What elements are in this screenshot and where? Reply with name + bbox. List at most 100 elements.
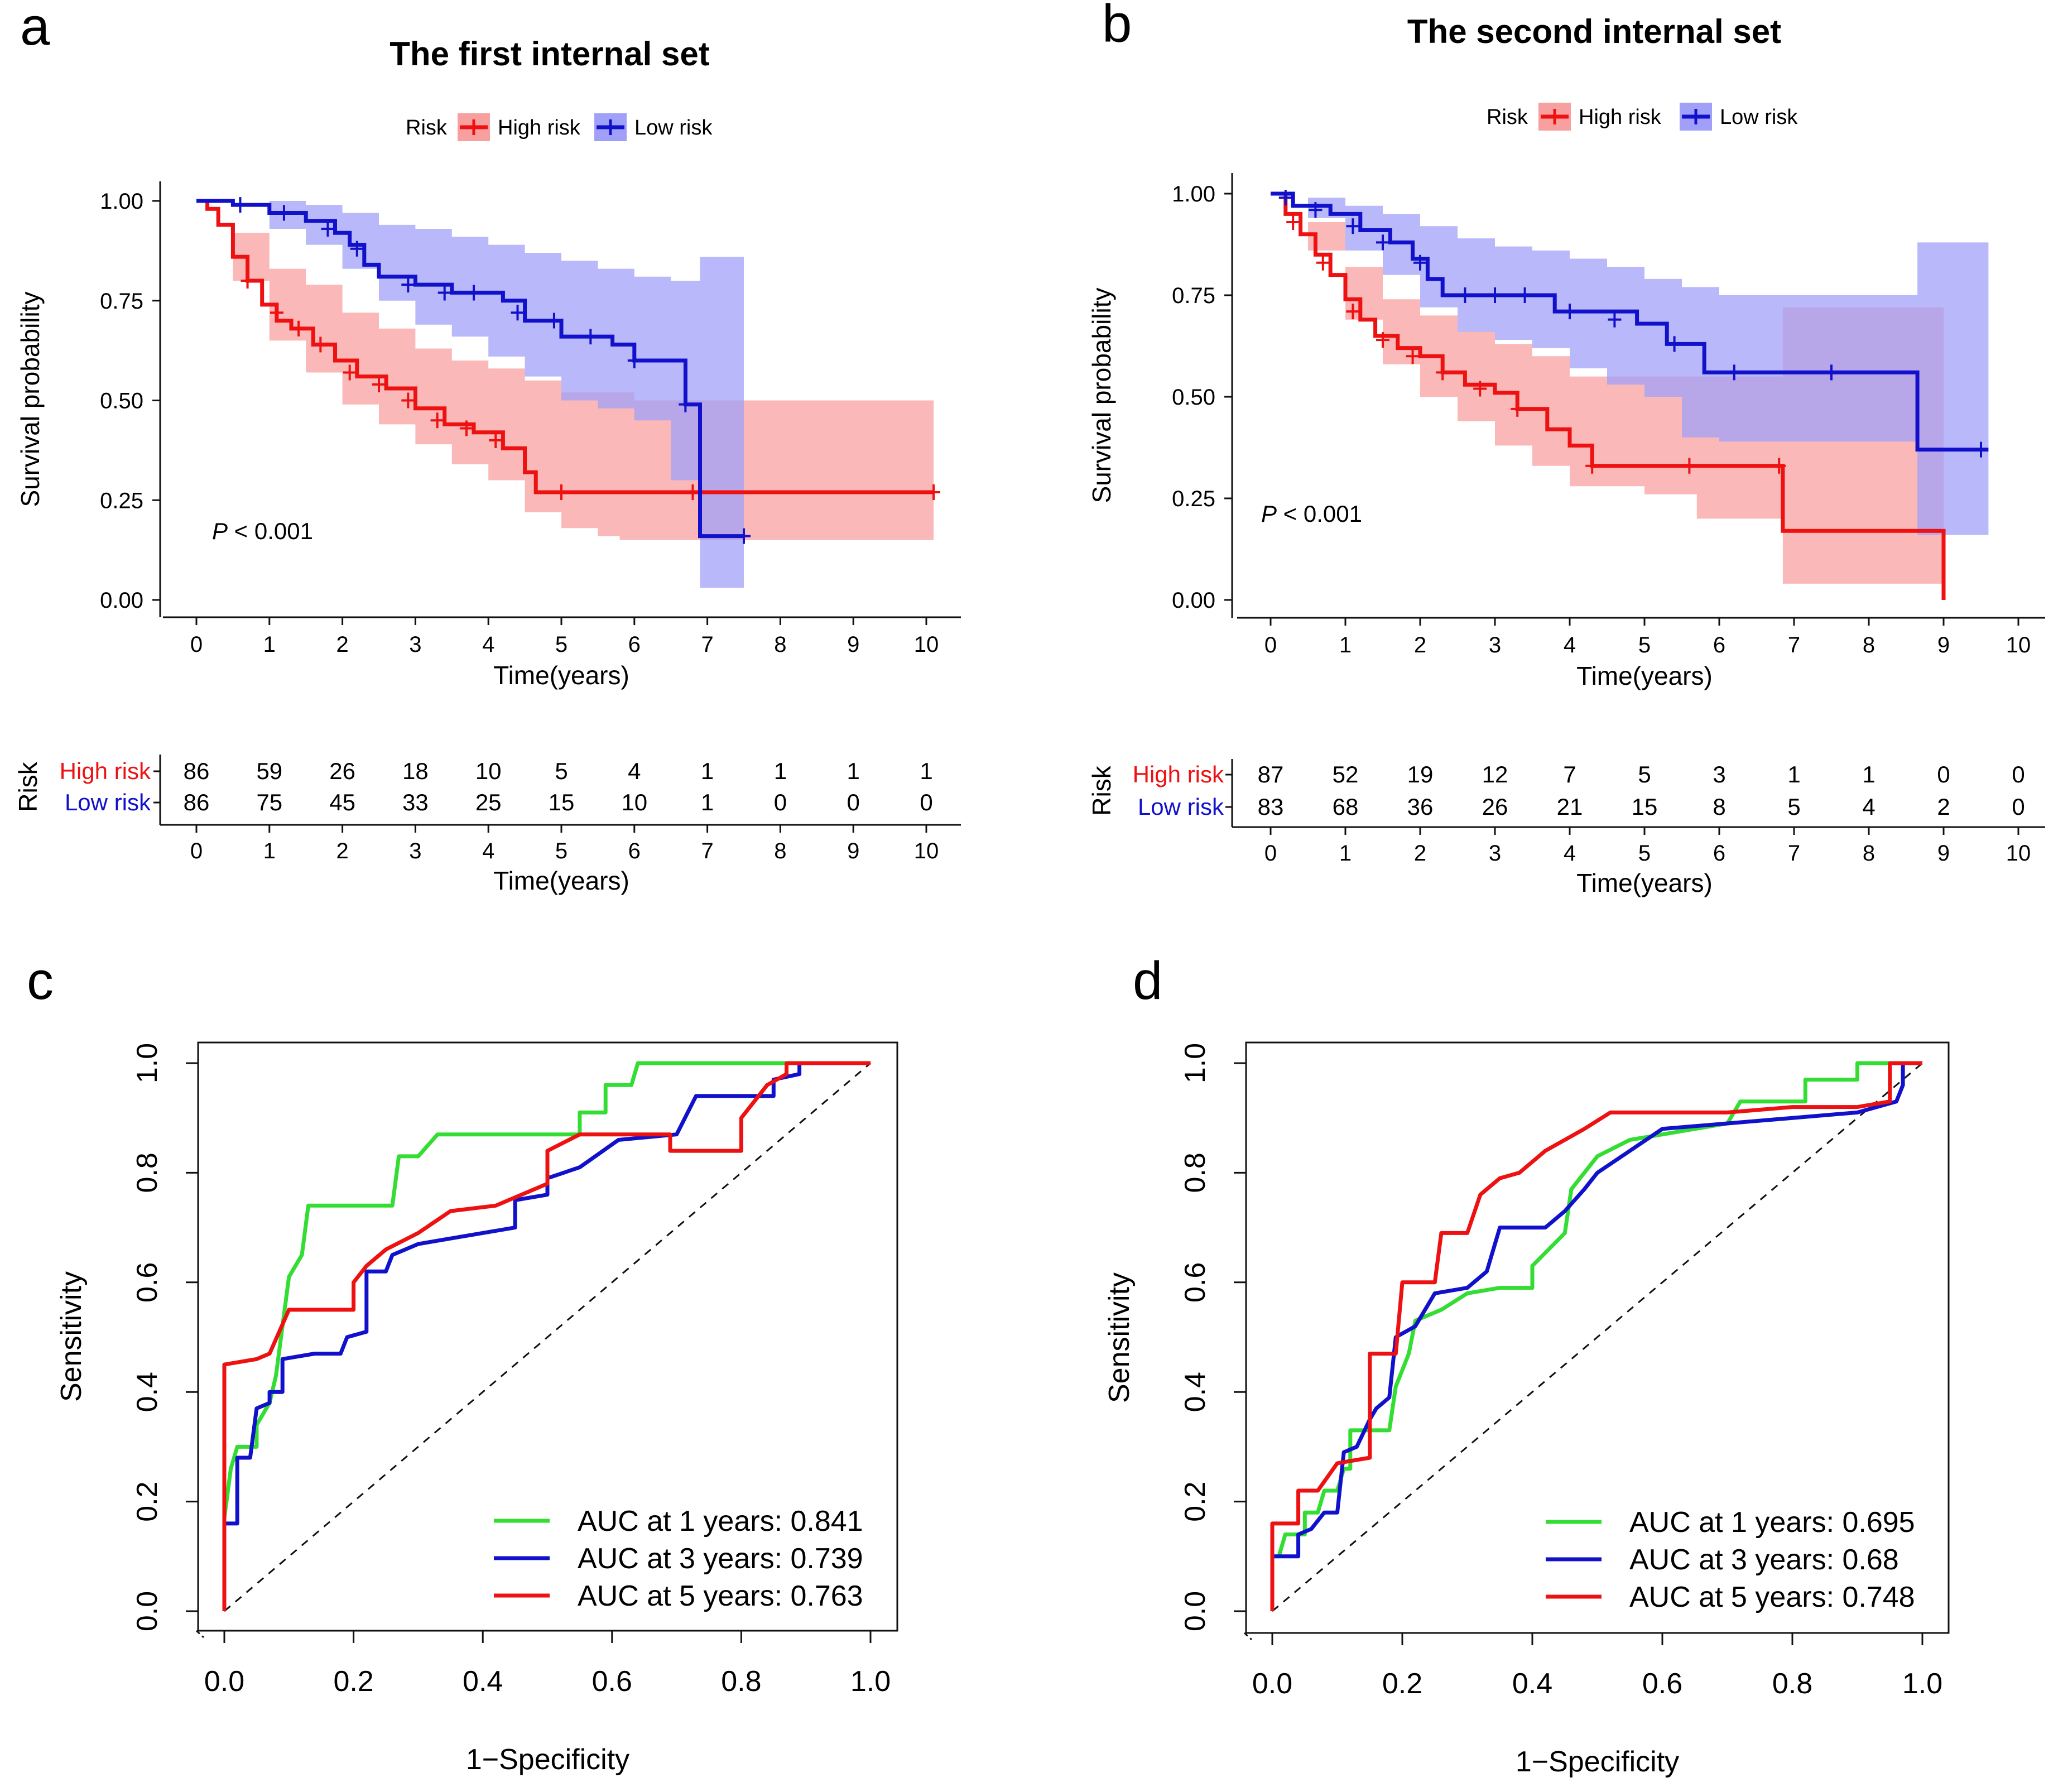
censor-mark <box>1772 458 1786 474</box>
censor-mark <box>1825 364 1838 381</box>
risk-table-count: 7 <box>1563 761 1576 787</box>
x-tick-label: 1.0 <box>1902 1668 1942 1700</box>
censor-mark <box>1436 364 1450 381</box>
censor-mark <box>321 221 335 237</box>
x-tick-label: 0.2 <box>333 1665 373 1698</box>
risk-table-count: 5 <box>1787 794 1800 820</box>
censor-mark <box>372 376 386 392</box>
risk-table-x-tick-label: 1 <box>1339 841 1352 866</box>
y-tick-label: 1.00 <box>100 189 143 214</box>
censor-mark <box>437 285 451 301</box>
panel-letter: d <box>1133 951 1162 1011</box>
x-tick-label: 0.6 <box>1642 1668 1682 1700</box>
panel-c-roc-plot: c 0.0 0.2 0.4 0.6 0.8 1.0 0.0 0.2 0.4 0.6 0.8 1.0 1−S… <box>27 951 898 1776</box>
risk-table-x-tick-label: 6 <box>628 839 641 863</box>
risk-table-count: 21 <box>1557 794 1583 820</box>
risk-table-count: 4 <box>628 758 641 784</box>
plot-frame <box>197 1041 898 1632</box>
y-tick-label: 0.25 <box>1172 487 1215 511</box>
censor-mark <box>1682 458 1696 474</box>
risk-table-x-tick-label: 9 <box>847 839 859 863</box>
panel-letter: a <box>20 0 50 56</box>
risk-table-count: 83 <box>1258 794 1284 820</box>
risk-table-count: 52 <box>1333 761 1359 787</box>
censor-mark <box>1316 254 1330 271</box>
risk-table-count: 2 <box>1937 794 1950 820</box>
x-tick-label: 2 <box>1414 633 1426 657</box>
risk-table-count: 1 <box>774 758 787 784</box>
roc-curve-5-year <box>222 1061 871 1611</box>
censor-mark <box>1286 214 1300 230</box>
censor-mark <box>1376 332 1389 348</box>
censor-mark <box>1667 336 1681 352</box>
censor-mark <box>737 528 751 544</box>
x-axis-title: Time(years) <box>493 661 629 690</box>
censor-mark <box>314 337 328 353</box>
x-tick-label: 7 <box>1788 633 1800 657</box>
risk-table-count: 8 <box>1713 794 1725 820</box>
y-tick-label: 0.6 <box>131 1262 163 1303</box>
survival-curve-low-risk <box>1271 191 1989 452</box>
risk-table-count: 12 <box>1482 761 1508 787</box>
risk-table-x-tick-label: 10 <box>2006 841 2031 866</box>
y-tick-label: 0.50 <box>1172 385 1215 410</box>
chart-title: The first internal set <box>389 35 709 73</box>
legend-entry: AUC at 5 years: 0.748 <box>1629 1581 1915 1613</box>
legend-entry: High risk <box>498 116 581 140</box>
x-tick-label: 4 <box>482 632 494 657</box>
risk-table-x-tick-label: 0 <box>190 839 203 863</box>
y-axis-title: Sensitivity <box>1103 1272 1136 1403</box>
y-tick-label: 0.25 <box>100 488 143 513</box>
censor-mark <box>270 305 283 321</box>
x-tick-label: 4 <box>1564 633 1576 657</box>
x-tick-label: 0 <box>190 632 203 657</box>
risk-table-title: Risk <box>13 761 42 811</box>
censor-mark <box>401 392 415 409</box>
censor-mark <box>555 484 568 500</box>
roc-curve-3-year <box>1270 1061 1922 1611</box>
risk-table-count: 1 <box>701 758 714 784</box>
risk-table-x-tick-label: 2 <box>336 839 348 863</box>
x-tick-label: 0.0 <box>1252 1668 1292 1700</box>
censor-mark <box>1346 218 1360 234</box>
censor-mark <box>459 420 473 436</box>
censor-mark <box>1346 304 1360 320</box>
x-tick-label: 0.8 <box>721 1665 761 1698</box>
risk-table-x-tick-label: 3 <box>409 839 421 863</box>
p-value-symbol: P <box>212 518 228 544</box>
risk-table-x-tick-label: 2 <box>1414 841 1426 866</box>
roc-curve-3-year <box>222 1061 871 1611</box>
ci-band-high-risk <box>1271 194 1944 584</box>
roc-curve-5-year <box>1270 1061 1922 1611</box>
x-tick-label: 0.4 <box>463 1665 503 1698</box>
legend-entry: AUC at 3 years: 0.68 <box>1629 1544 1899 1576</box>
y-axis-title: Survival probability <box>16 291 45 507</box>
y-tick-label: 1.0 <box>1179 1043 1211 1083</box>
risk-table-count: 10 <box>475 758 502 784</box>
x-tick-label: 10 <box>914 632 939 657</box>
legend-entry: AUC at 1 years: 0.841 <box>578 1505 863 1538</box>
x-tick-label: 1.0 <box>850 1665 891 1698</box>
chart-title: The second internal set <box>1407 13 1781 50</box>
risk-table-count: 86 <box>184 789 210 815</box>
x-axis-title: 1−Specificity <box>1516 1746 1679 1778</box>
censor-mark <box>1376 234 1389 251</box>
risk-table-count: 0 <box>1937 761 1950 787</box>
p-value: P < 0.001 <box>212 518 313 544</box>
censor-mark <box>350 241 364 257</box>
censor-mark <box>1511 401 1525 417</box>
risk-table-x-tick-label: 0 <box>1264 841 1277 866</box>
x-tick-label: 8 <box>1863 633 1875 657</box>
legend-title: Risk <box>1487 105 1528 129</box>
p-value-symbol: P <box>1261 501 1277 527</box>
x-tick-label: 1 <box>1339 633 1352 657</box>
risk-table-x-tick-label: 4 <box>1564 841 1576 866</box>
panel-d-roc-plot: d 0.0 0.2 0.4 0.6 0.8 1.0 0.0 0.2 0.4 0.6 0.8 1.0 1−S… <box>1103 951 1950 1778</box>
censor-mark <box>241 273 254 289</box>
risk-table-count: 33 <box>402 789 429 815</box>
legend-title: Risk <box>406 116 448 140</box>
risk-table-count: 0 <box>774 789 787 815</box>
risk-table-count: 59 <box>256 758 282 784</box>
y-tick-label: 0.4 <box>1179 1372 1211 1412</box>
censor-mark <box>1974 441 1988 458</box>
